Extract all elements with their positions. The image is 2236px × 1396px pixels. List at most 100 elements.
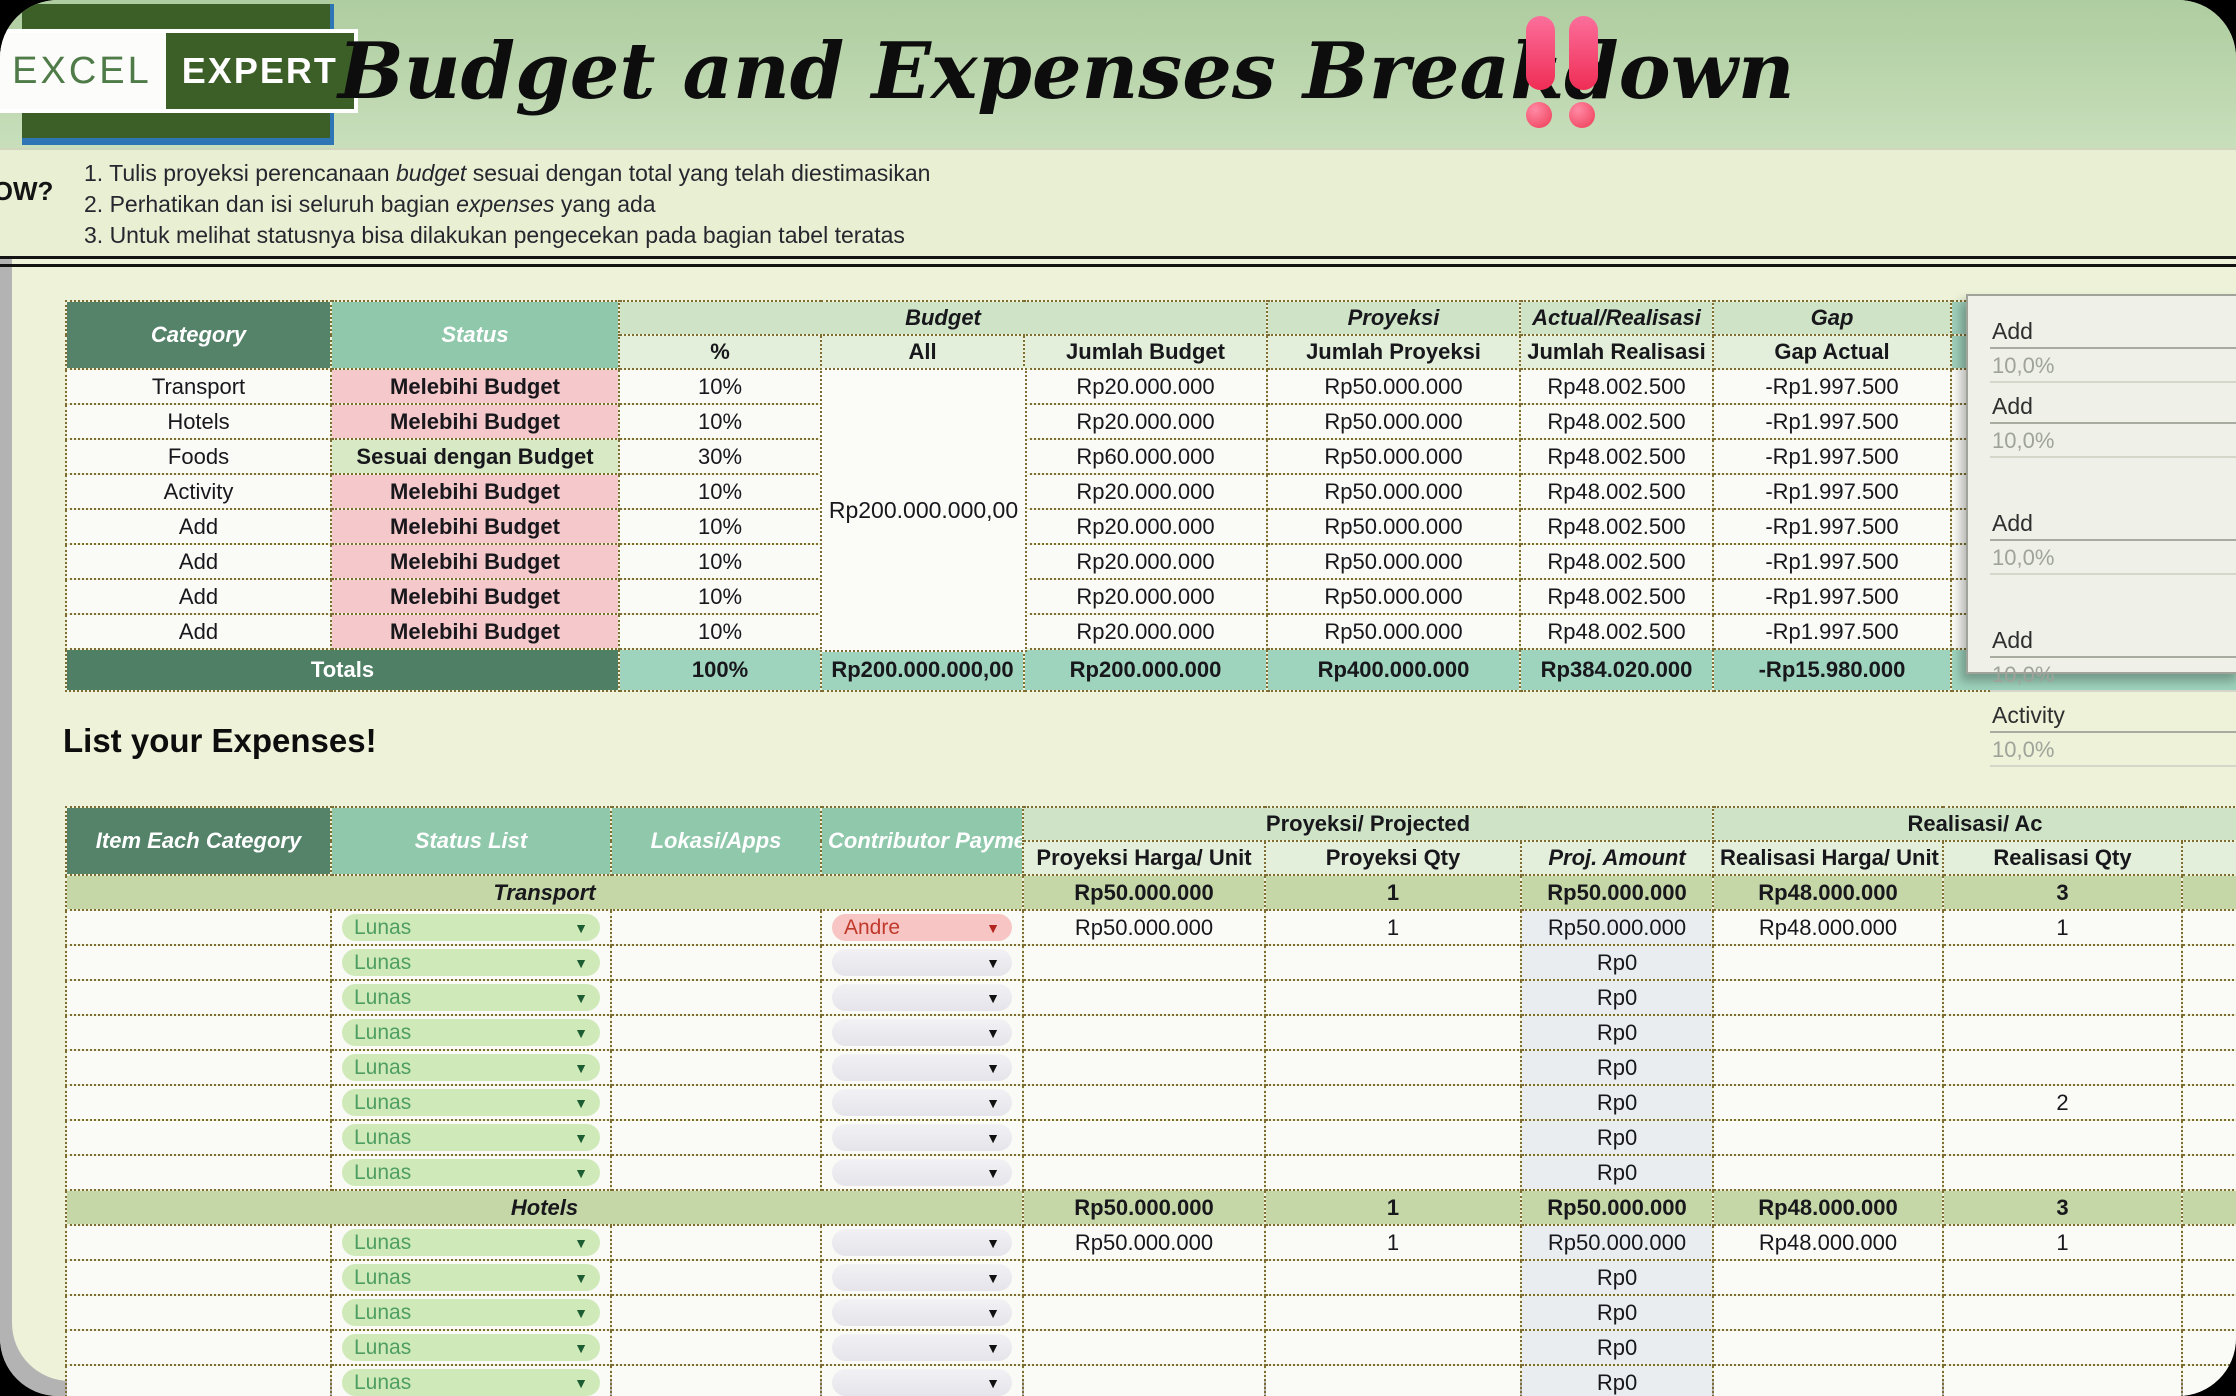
totals-jumlah-budget[interactable]: Rp200.000.000 [1023, 648, 1268, 692]
category-proyeksi-harga[interactable]: Rp50.000.000 [1022, 1189, 1266, 1226]
realisasi-qty-cell[interactable] [1942, 1014, 2184, 1051]
jumlah-proyeksi-cell[interactable]: Rp50.000.000 [1266, 578, 1521, 615]
category-row-label[interactable]: Hotels [65, 1189, 1024, 1226]
category-cell[interactable]: Add [65, 543, 332, 580]
totals-jumlah-realisasi[interactable]: Rp384.020.000 [1519, 648, 1714, 692]
realisasi-qty-cell[interactable] [1942, 1329, 2184, 1366]
realisasi-harga-cell[interactable] [1712, 1014, 1945, 1051]
jumlah-budget-cell[interactable]: Rp60.000.000 [1023, 438, 1268, 475]
gap-actual-cell[interactable]: -Rp1.997.500 [1712, 613, 1952, 650]
proyeksi-qty-cell[interactable] [1264, 1364, 1522, 1396]
contributor-dropdown[interactable]: ▼ [832, 1229, 1012, 1256]
realisasi-harga-cell[interactable] [1712, 1364, 1945, 1396]
gap-actual-cell[interactable]: -Rp1.997.500 [1712, 403, 1952, 440]
proyeksi-qty-cell[interactable] [1264, 1329, 1522, 1366]
proyeksi-qty-cell[interactable]: 1 [1264, 909, 1522, 946]
status-badge[interactable]: Melebihi Budget [330, 403, 620, 440]
percent-cell[interactable]: 10% [618, 578, 822, 615]
gap-actual-cell[interactable]: -Rp1.997.500 [1712, 473, 1952, 510]
realisasi-harga-cell[interactable] [1712, 1259, 1945, 1296]
realisasi-harga-cell[interactable] [1712, 1119, 1945, 1156]
jumlah-realisasi-cell[interactable]: Rp48.002.500 [1519, 438, 1714, 475]
lokasi-apps-cell[interactable] [610, 1329, 822, 1366]
jumlah-budget-cell[interactable]: Rp20.000.000 [1023, 543, 1268, 580]
realisasi-qty-cell[interactable] [1942, 979, 2184, 1016]
item-name-cell[interactable] [65, 1329, 332, 1366]
proyeksi-harga-cell[interactable] [1022, 1329, 1266, 1366]
jumlah-realisasi-cell[interactable]: Rp48.002.500 [1519, 473, 1714, 510]
realisasi-qty-cell[interactable]: 1 [1942, 1224, 2184, 1261]
category-proyeksi-qty[interactable]: 1 [1264, 1189, 1522, 1226]
proj-amount-cell[interactable]: Rp0 [1519, 1119, 1715, 1156]
item-name-cell[interactable] [65, 979, 332, 1016]
panel-field-value[interactable]: 10,0% [1990, 733, 2236, 767]
proyeksi-qty-cell[interactable] [1264, 1119, 1522, 1156]
lokasi-apps-cell[interactable] [610, 909, 822, 946]
panel-field-value[interactable]: 10,0% [1990, 658, 2236, 692]
percent-cell[interactable]: 10% [618, 473, 822, 510]
jumlah-proyeksi-cell[interactable]: Rp50.000.000 [1266, 508, 1521, 545]
status-badge[interactable]: Melebihi Budget [330, 543, 620, 580]
budget-all-merged-cell[interactable]: Rp200.000.000,00 [820, 368, 1027, 652]
panel-field-value[interactable]: 10,0% [1990, 541, 2236, 575]
realisasi-harga-cell[interactable] [1712, 1294, 1945, 1331]
jumlah-realisasi-cell[interactable]: Rp48.002.500 [1519, 368, 1714, 405]
proj-amount-cell[interactable]: Rp0 [1519, 1154, 1715, 1191]
realisasi-qty-cell[interactable] [1942, 1259, 2184, 1296]
jumlah-proyeksi-cell[interactable]: Rp50.000.000 [1266, 613, 1521, 650]
realisasi-qty-cell[interactable] [1942, 1364, 2184, 1396]
percent-cell[interactable]: 10% [618, 368, 822, 405]
proyeksi-qty-cell[interactable] [1264, 1049, 1522, 1086]
category-realisasi-qty[interactable]: 3 [1942, 1189, 2184, 1226]
proj-amount-cell[interactable]: Rp0 [1519, 1294, 1715, 1331]
status-dropdown[interactable]: Lunas ▼ [342, 1334, 600, 1361]
status-badge[interactable]: Melebihi Budget [330, 508, 620, 545]
lokasi-apps-cell[interactable] [610, 979, 822, 1016]
jumlah-proyeksi-cell[interactable]: Rp50.000.000 [1266, 368, 1521, 405]
status-dropdown[interactable]: Lunas ▼ [342, 1264, 600, 1291]
gap-actual-cell[interactable]: -Rp1.997.500 [1712, 578, 1952, 615]
proj-amount-cell[interactable]: Rp0 [1519, 1364, 1715, 1396]
proj-amount-cell[interactable]: Rp0 [1519, 1049, 1715, 1086]
proj-amount-cell[interactable]: Rp0 [1519, 1329, 1715, 1366]
proj-amount-cell[interactable]: Rp0 [1519, 1259, 1715, 1296]
status-dropdown[interactable]: Lunas ▼ [342, 1369, 600, 1396]
proyeksi-harga-cell[interactable] [1022, 944, 1266, 981]
item-name-cell[interactable] [65, 1364, 332, 1396]
totals-jumlah-proyeksi[interactable]: Rp400.000.000 [1266, 648, 1521, 692]
status-dropdown[interactable]: Lunas ▼ [342, 1159, 600, 1186]
lokasi-apps-cell[interactable] [610, 944, 822, 981]
status-badge[interactable]: Melebihi Budget [330, 368, 620, 405]
realisasi-qty-cell[interactable] [1942, 1119, 2184, 1156]
proj-amount-cell[interactable]: Rp50.000.000 [1519, 909, 1715, 946]
jumlah-realisasi-cell[interactable]: Rp48.002.500 [1519, 543, 1714, 580]
proj-amount-cell[interactable]: Rp0 [1519, 1014, 1715, 1051]
category-realisasi-harga[interactable]: Rp48.000.000 [1712, 1189, 1945, 1226]
item-name-cell[interactable] [65, 1049, 332, 1086]
lokasi-apps-cell[interactable] [610, 1364, 822, 1396]
realisasi-harga-cell[interactable] [1712, 1329, 1945, 1366]
item-name-cell[interactable] [65, 1119, 332, 1156]
jumlah-realisasi-cell[interactable]: Rp48.002.500 [1519, 508, 1714, 545]
jumlah-realisasi-cell[interactable]: Rp48.002.500 [1519, 613, 1714, 650]
proyeksi-qty-cell[interactable] [1264, 944, 1522, 981]
jumlah-budget-cell[interactable]: Rp20.000.000 [1023, 578, 1268, 615]
status-dropdown[interactable]: Lunas ▼ [342, 1089, 600, 1116]
proj-amount-cell[interactable]: Rp0 [1519, 1084, 1715, 1121]
contributor-dropdown[interactable]: ▼ [832, 1089, 1012, 1116]
proyeksi-qty-cell[interactable] [1264, 1259, 1522, 1296]
item-name-cell[interactable] [65, 1259, 332, 1296]
realisasi-qty-cell[interactable]: 1 [1942, 909, 2184, 946]
category-proj-amount[interactable]: Rp50.000.000 [1519, 874, 1715, 911]
realisasi-harga-cell[interactable] [1712, 1084, 1945, 1121]
percent-cell[interactable]: 30% [618, 438, 822, 475]
percent-cell[interactable]: 10% [618, 508, 822, 545]
category-cell[interactable]: Hotels [65, 403, 332, 440]
jumlah-budget-cell[interactable]: Rp20.000.000 [1023, 403, 1268, 440]
proyeksi-harga-cell[interactable] [1022, 1014, 1266, 1051]
totals-all[interactable]: Rp200.000.000,00 [820, 648, 1025, 692]
contributor-dropdown[interactable]: ▼ [832, 1264, 1012, 1291]
status-dropdown[interactable]: Lunas ▼ [342, 914, 600, 941]
status-dropdown[interactable]: Lunas ▼ [342, 1299, 600, 1326]
contributor-dropdown[interactable]: ▼ [832, 984, 1012, 1011]
